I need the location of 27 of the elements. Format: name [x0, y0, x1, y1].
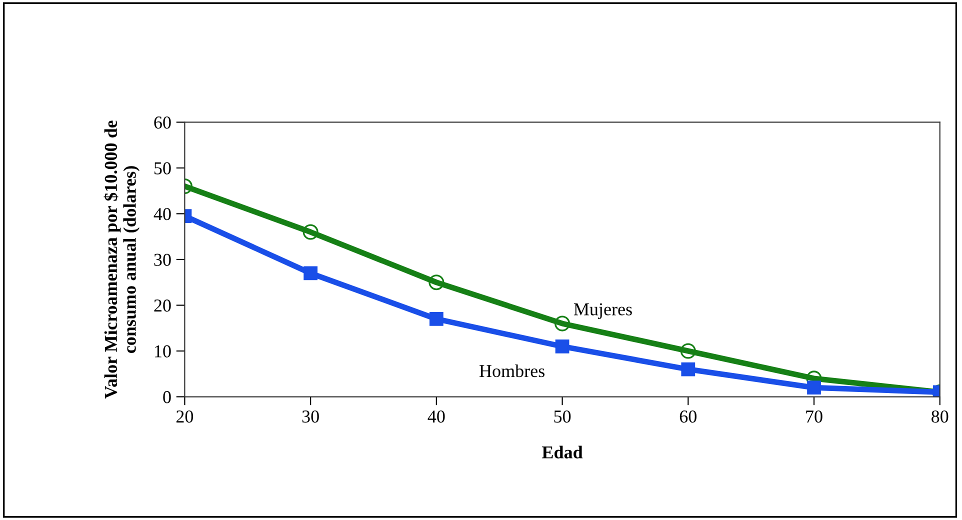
- x-tick-label: 50: [554, 410, 571, 423]
- y-tick-label: 10: [155, 345, 171, 358]
- point: [304, 266, 318, 280]
- point: [302, 224, 318, 240]
- x-tick-label: 20: [176, 410, 194, 423]
- point: [807, 380, 821, 395]
- x-tick-label: 40: [428, 410, 445, 423]
- point: [681, 362, 696, 376]
- point: [680, 343, 696, 359]
- x-tick-label: 60: [680, 410, 696, 423]
- point: [555, 339, 570, 354]
- series-label: Mujeres: [574, 303, 632, 320]
- y-tick-label: 40: [154, 208, 171, 220]
- series-label: Hombres: [479, 364, 544, 378]
- y-tick-label: 0: [163, 391, 171, 404]
- y-tick-label: 30: [154, 254, 171, 266]
- point: [428, 274, 444, 290]
- x-tick-label: 30: [302, 410, 319, 423]
- y-tick-label: 20: [154, 299, 171, 312]
- y-tick-label: 50: [154, 162, 171, 174]
- y-axis-title: Valor Microamenaza por $10.000 de consumo anual (dolares): [104, 120, 140, 399]
- x-tick-label: 80: [932, 410, 948, 423]
- point: [429, 312, 444, 326]
- x-tick-label: 70: [806, 410, 822, 423]
- y-tick-label: 60: [154, 116, 171, 129]
- point: [554, 316, 570, 332]
- x-axis-title: Edad: [542, 446, 583, 458]
